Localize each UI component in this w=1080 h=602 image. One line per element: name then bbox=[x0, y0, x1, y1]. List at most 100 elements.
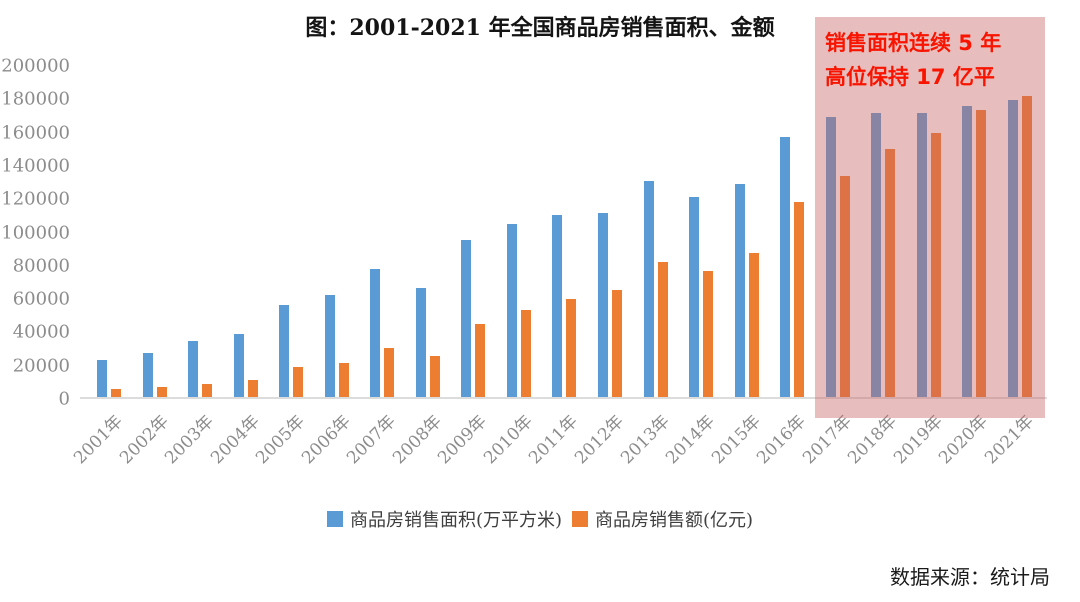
bar-area bbox=[780, 136, 791, 397]
annotation-line-2: 高位保持 17 亿平 bbox=[825, 65, 995, 90]
bar-area bbox=[506, 223, 517, 397]
bar-area bbox=[689, 197, 700, 397]
bar-group bbox=[461, 66, 486, 397]
y-tick-label: 120000 bbox=[1, 188, 70, 210]
x-tick-label: 2015年 bbox=[707, 411, 765, 469]
x-tick-label: 2010年 bbox=[479, 411, 537, 469]
bar-area bbox=[825, 116, 836, 397]
bar-amount bbox=[429, 355, 440, 397]
bar-area bbox=[598, 212, 609, 397]
source-text: 数据来源：统计局 bbox=[890, 565, 1050, 589]
bar-area bbox=[643, 180, 654, 397]
bar-area bbox=[370, 269, 381, 397]
y-tick-label: 200000 bbox=[1, 55, 70, 77]
bar-area bbox=[552, 215, 563, 397]
bar-area bbox=[97, 359, 107, 397]
legend-swatch bbox=[326, 511, 343, 527]
bar-amount bbox=[930, 132, 941, 397]
bar-group bbox=[506, 66, 531, 397]
bar-group bbox=[142, 66, 167, 397]
bar-amount bbox=[566, 299, 577, 397]
bar-amount bbox=[293, 367, 304, 397]
bar-group bbox=[598, 66, 623, 397]
x-tick-label: 2014年 bbox=[661, 411, 719, 469]
bar-amount bbox=[612, 290, 623, 397]
bar-area bbox=[142, 352, 153, 397]
bar-area bbox=[461, 240, 472, 397]
plot-area: 销售面积连续 5 年 高位保持 17 亿平 2001年 2002年 2003年 200… bbox=[70, 17, 1047, 468]
bar-area bbox=[962, 105, 973, 397]
bar-area bbox=[734, 184, 745, 397]
bar-group bbox=[370, 66, 395, 397]
bar-group bbox=[279, 66, 304, 397]
bar-amount bbox=[520, 309, 531, 397]
annotation-text: 销售面积连续 5 年 高位保持 17 亿平 bbox=[815, 17, 1045, 94]
bar-area bbox=[233, 333, 244, 397]
bar-amount bbox=[475, 323, 486, 397]
bar-group bbox=[415, 66, 440, 397]
bar-area bbox=[916, 113, 927, 397]
annotation-line-1: 销售面积连续 5 年 bbox=[825, 31, 1002, 55]
x-tick-label: 2005年 bbox=[251, 411, 309, 469]
y-axis: 0 20000 40000 60000 80000 100000 120000 140000 1… bbox=[0, 56, 70, 410]
y-tick-label: 160000 bbox=[1, 122, 70, 144]
x-tick-label: 2013年 bbox=[616, 411, 674, 469]
bar-amount bbox=[794, 202, 805, 397]
bar-group bbox=[324, 66, 349, 397]
bar-area bbox=[324, 294, 335, 397]
bars bbox=[80, 66, 1047, 397]
x-tick-label: 2011年 bbox=[524, 411, 582, 469]
bar-group bbox=[1007, 66, 1032, 397]
bar-area bbox=[188, 341, 199, 397]
bar-group bbox=[97, 66, 121, 397]
bar-amount bbox=[839, 175, 850, 397]
x-tick-label: 2008年 bbox=[388, 411, 446, 469]
highlight-region: 销售面积连续 5 年 高位保持 17 亿平 bbox=[815, 17, 1045, 418]
y-tick-label: 80000 bbox=[12, 255, 70, 277]
x-tick-label: 2002年 bbox=[115, 411, 173, 469]
legend-swatch bbox=[572, 511, 588, 527]
bar-group bbox=[780, 66, 805, 397]
bar-area bbox=[415, 287, 426, 397]
bar-amount bbox=[247, 379, 258, 397]
chart-title: 图：2001-2021 年全国商品房销售面积、金额 bbox=[305, 15, 775, 41]
bar-area bbox=[1007, 100, 1018, 397]
bar-group bbox=[552, 66, 577, 397]
x-tick-label: 2004年 bbox=[206, 411, 264, 469]
bar-amount bbox=[703, 270, 714, 397]
bar-group bbox=[233, 66, 258, 397]
x-tick-label: 2016年 bbox=[752, 411, 810, 469]
bar-amount bbox=[384, 347, 395, 397]
x-tick-label: 2012年 bbox=[570, 411, 628, 469]
bar-area bbox=[279, 305, 290, 397]
bar-group bbox=[734, 66, 759, 397]
x-tick-label: 2006年 bbox=[297, 411, 355, 469]
x-tick-label: 2001年 bbox=[69, 411, 127, 469]
bar-area bbox=[871, 112, 882, 397]
bar-group bbox=[643, 66, 668, 397]
bar-amount bbox=[202, 383, 213, 397]
bar-amount bbox=[156, 387, 167, 397]
bar-amount bbox=[338, 362, 349, 397]
bar-amount bbox=[885, 148, 896, 397]
bar-group bbox=[871, 66, 896, 397]
bar-group bbox=[188, 66, 213, 397]
x-tick-label: 2003年 bbox=[160, 411, 218, 469]
x-tick-label: 2007年 bbox=[342, 411, 400, 469]
bar-group bbox=[825, 66, 850, 397]
bar-amount bbox=[976, 109, 987, 397]
y-tick-label: 20000 bbox=[12, 355, 70, 377]
y-tick-label: 40000 bbox=[12, 321, 70, 343]
y-tick-label: 0 bbox=[58, 388, 70, 410]
bar-group bbox=[689, 66, 714, 397]
bar-group bbox=[916, 66, 941, 397]
legend-label-area: 商品房销售面积(万平方米) bbox=[349, 510, 562, 531]
y-tick-label: 60000 bbox=[12, 288, 70, 310]
legend: 商品房销售面积(万平方米) 商品房销售额(亿元) bbox=[0, 506, 1080, 532]
y-tick-label: 140000 bbox=[1, 155, 70, 177]
legend-item-amount: 商品房销售额(亿元) bbox=[572, 506, 753, 532]
x-tick-label: 2009年 bbox=[433, 411, 491, 469]
y-tick-label: 100000 bbox=[1, 222, 70, 243]
bar-amount bbox=[748, 252, 759, 397]
